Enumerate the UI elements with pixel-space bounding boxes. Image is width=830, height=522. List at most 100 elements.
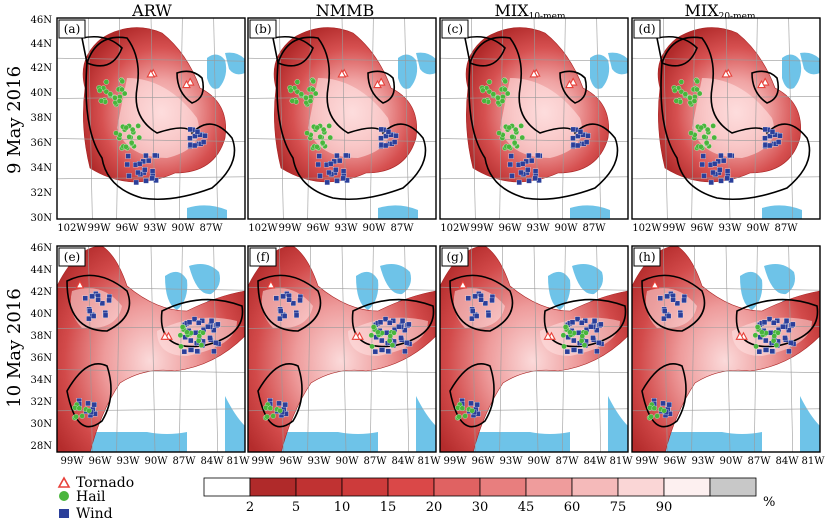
wind-report [701,173,707,179]
hail-report [304,130,310,136]
wind-report [711,161,718,167]
wind-report [777,133,783,139]
panel-frame [439,245,629,453]
lon-tick: 81W [417,456,441,467]
wind-report [125,153,131,159]
wind-report [525,167,531,173]
hail-report [79,413,85,419]
wind-report [377,319,384,326]
hail-report [196,333,203,339]
lon-tick: 84W [391,456,415,467]
colorbar-segment [341,477,389,497]
hail-report [687,95,693,101]
tornado-report [185,77,195,86]
report-contours [449,274,627,428]
legend-wind: Wind [59,506,113,522]
hail-report [771,333,778,339]
svg-text:(d): (d) [638,22,655,36]
lon-tick: 93W [691,456,715,467]
hail-report [459,405,466,411]
wind-report [661,315,667,322]
hail-report [310,78,317,85]
hail-report [119,86,125,93]
hail-report [386,337,393,344]
wind-report [769,128,776,135]
tornado-report [160,331,170,340]
tornado-report [376,77,386,86]
colorbar-tick: 15 [380,500,397,515]
wind-report [89,293,95,300]
wind-report [200,139,207,145]
state-borders [632,18,820,219]
lon-tick: 87W [747,456,771,467]
lat-tick: 36N [31,138,53,149]
hail-report [368,332,375,339]
wind-report [516,179,522,186]
tornado-report [543,331,553,340]
hail-report [682,91,689,97]
report-contours [656,35,811,201]
hail-report [76,405,83,411]
lat-tick: 40N [31,88,53,99]
hail-report [200,330,206,336]
wind-report [583,139,590,145]
wind-report [574,142,581,149]
tornado-report [757,79,766,89]
report-contours [257,274,435,428]
lon-tick: 93W [718,223,742,234]
wind-report [142,167,148,173]
lon-tick: 96W [279,456,303,467]
panel-letter: (g) [441,247,469,267]
hail-report [671,87,678,94]
hail-report [509,134,515,140]
wind-report [761,319,768,326]
hail-report [479,87,486,94]
wind-report [590,335,596,341]
wind-report [681,297,687,304]
lon-tick: 81W [801,456,825,467]
hail-report [298,91,305,97]
wind-report [727,152,733,159]
svg-text:(b): (b) [254,22,271,36]
wind-report [766,142,773,149]
svg-text:(f): (f) [256,250,270,264]
hail-report [307,98,314,104]
wind-report [564,348,571,355]
wind-report [780,324,786,330]
water-bodies [378,52,436,219]
wind-report [102,312,109,319]
wind-report [509,173,515,179]
hail-report [73,413,79,420]
colorbar-segment [663,477,711,497]
lon-tick: 102W [632,223,662,234]
hail-report [391,330,397,336]
wind-report [594,348,600,355]
hail-report [198,342,205,348]
wind-report [324,179,330,186]
hail-report [759,329,765,335]
svg-text:(h): (h) [638,250,655,264]
wind-report [724,168,731,174]
wind-report [326,169,332,176]
wind-report [187,126,193,133]
report-contours [464,35,619,201]
wind-report [570,126,576,133]
lon-tick: 93W [116,456,140,467]
hail-report [267,405,274,411]
wind-report [281,313,288,319]
wind-report [316,153,322,159]
wind-report [717,167,723,173]
wind-report [664,293,670,300]
lat-tick: 40N [31,309,53,320]
hail-report [567,329,573,335]
wind-report [596,340,602,346]
lon-tick: 90W [335,456,359,467]
wind-report [783,318,790,324]
wind-report [378,135,384,141]
wind-report [766,316,773,322]
hail-report [375,329,381,335]
wind-report [336,157,343,164]
lat-ticks-top: 46N 44N 42N 40N 38N 36N 34N 32N 30N [31,15,53,224]
wind-report [286,297,292,303]
